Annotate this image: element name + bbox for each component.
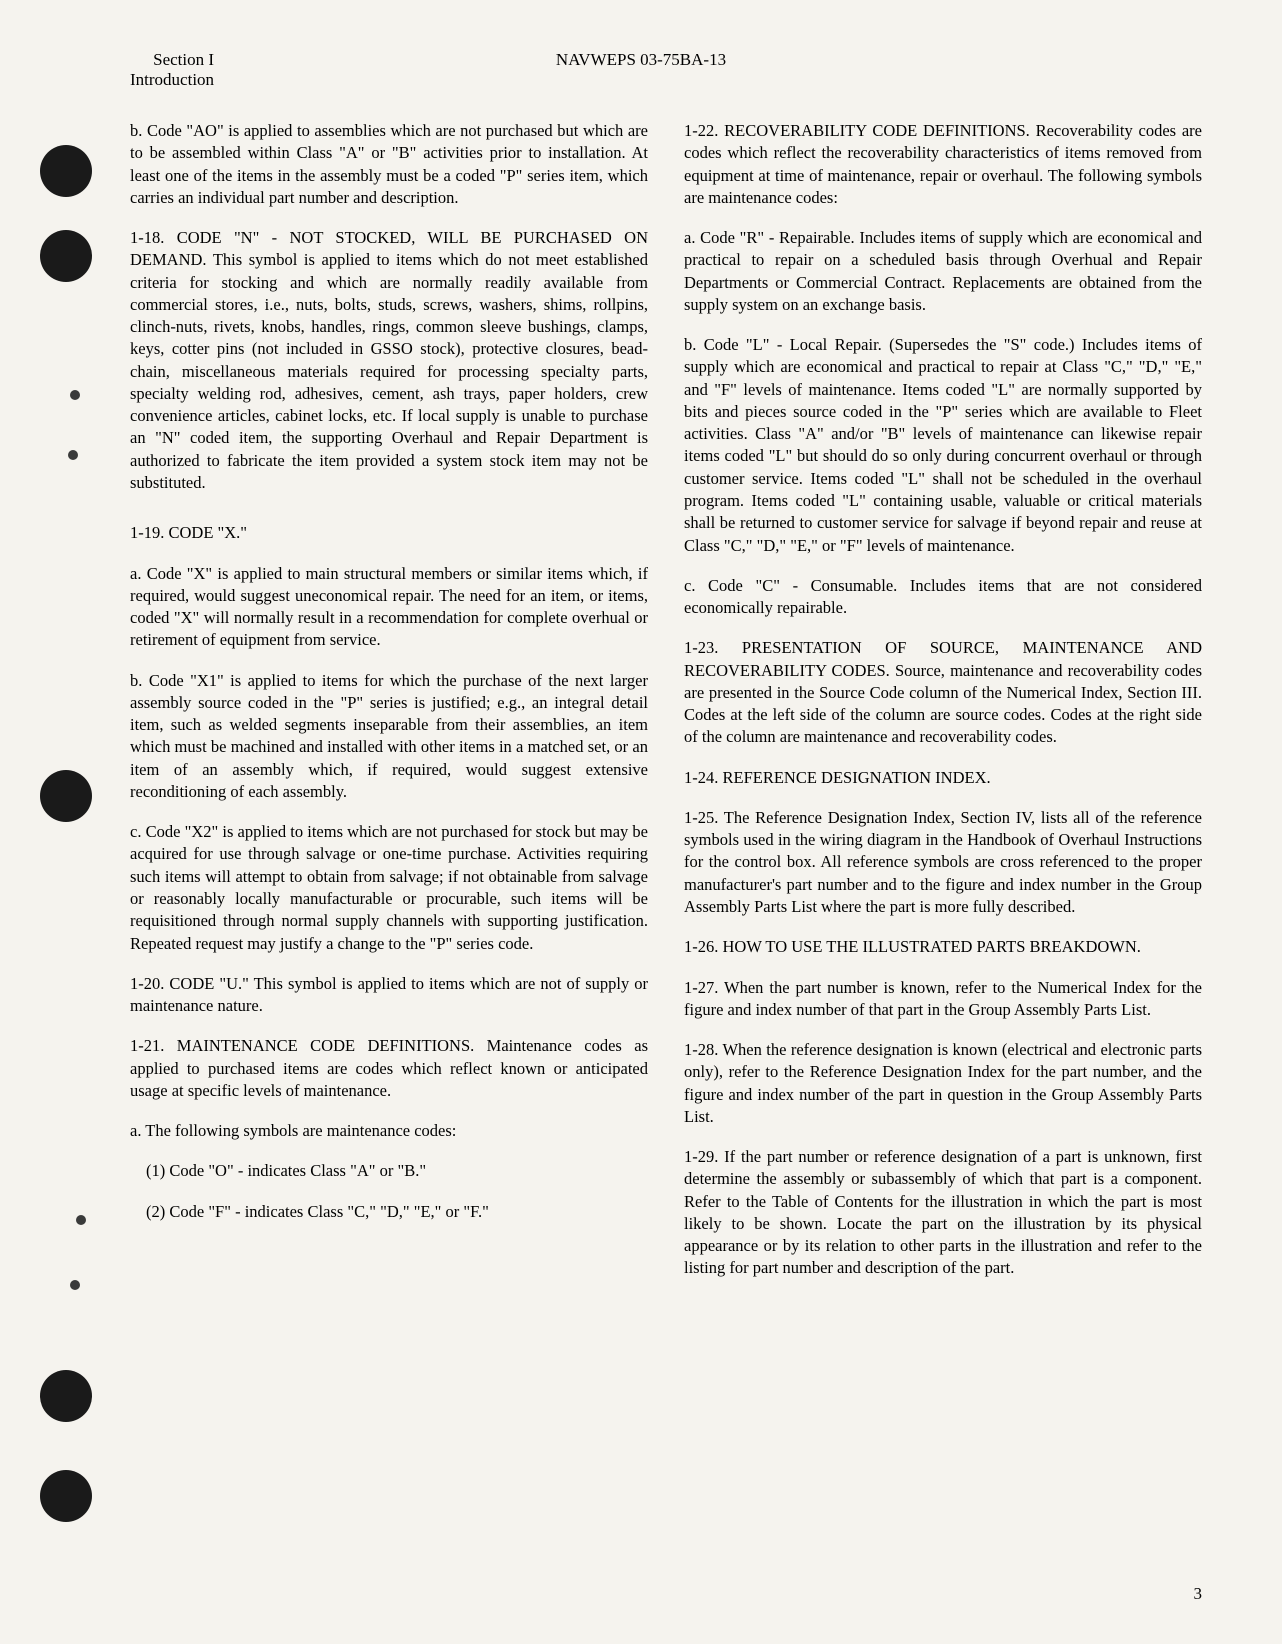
section-label: Section I: [130, 50, 214, 70]
paragraph-1-20: 1-20. CODE "U." This symbol is applied t…: [130, 973, 648, 1018]
paragraph-1-19a: a. Code "X" is applied to main structura…: [130, 563, 648, 652]
paragraph-1-19c: c. Code "X2" is applied to items which a…: [130, 821, 648, 955]
page-number: 3: [1194, 1584, 1203, 1604]
paragraph-1-21: 1-21. MAINTENANCE CODE DEFINITIONS. Main…: [130, 1035, 648, 1102]
paragraph-1-25: 1-25. The Reference Designation Index, S…: [684, 807, 1202, 918]
punch-hole: [40, 230, 92, 282]
paragraph-1-29: 1-29. If the part number or reference de…: [684, 1146, 1202, 1280]
punch-hole: [40, 770, 92, 822]
small-dot: [76, 1215, 86, 1225]
document-id: NAVWEPS 03-75BA-13: [556, 50, 726, 70]
paragraph-1-19b: b. Code "X1" is applied to items for whi…: [130, 670, 648, 804]
paragraph-1-22: 1-22. RECOVERABILITY CODE DEFINITIONS. R…: [684, 120, 1202, 209]
punch-hole: [40, 145, 92, 197]
small-dot: [70, 390, 80, 400]
paragraph-1-28: 1-28. When the reference designation is …: [684, 1039, 1202, 1128]
paragraph-1-18: 1-18. CODE "N" - NOT STOCKED, WILL BE PU…: [130, 227, 648, 494]
paragraph-1-21a: a. The following symbols are maintenance…: [130, 1120, 648, 1142]
left-column: b. Code "AO" is applied to assemblies wh…: [130, 120, 648, 1280]
paragraph-b: b. Code "AO" is applied to assemblies wh…: [130, 120, 648, 209]
section-name: Introduction: [130, 70, 214, 90]
paragraph-1-23: 1-23. PRESENTATION OF SOURCE, MAINTENANC…: [684, 637, 1202, 748]
paragraph-1-22a: a. Code "R" - Repairable. Includes items…: [684, 227, 1202, 316]
paragraph-1-22c: c. Code "C" - Consumable. Includes items…: [684, 575, 1202, 620]
paragraph-1-19-heading: 1-19. CODE "X.": [130, 522, 648, 544]
punch-hole: [40, 1470, 92, 1522]
paragraph-1-27: 1-27. When the part number is known, ref…: [684, 977, 1202, 1022]
paragraph-1-26-heading: 1-26. HOW TO USE THE ILLUSTRATED PARTS B…: [684, 936, 1202, 958]
paragraph-1-22b: b. Code "L" - Local Repair. (Supersedes …: [684, 334, 1202, 557]
page-header: NAVWEPS 03-75BA-13 Section I Introductio…: [130, 50, 1202, 90]
paragraph-1-21a2: (2) Code "F" - indicates Class "C," "D,"…: [130, 1201, 648, 1223]
paragraph-1-21a1: (1) Code "O" - indicates Class "A" or "B…: [130, 1160, 648, 1182]
punch-hole: [40, 1370, 92, 1422]
paragraph-1-24-heading: 1-24. REFERENCE DESIGNATION INDEX.: [684, 767, 1202, 789]
right-column: 1-22. RECOVERABILITY CODE DEFINITIONS. R…: [684, 120, 1202, 1280]
small-dot: [68, 450, 78, 460]
section-info: Section I Introduction: [130, 50, 214, 90]
content-columns: b. Code "AO" is applied to assemblies wh…: [130, 120, 1202, 1280]
small-dot: [70, 1280, 80, 1290]
